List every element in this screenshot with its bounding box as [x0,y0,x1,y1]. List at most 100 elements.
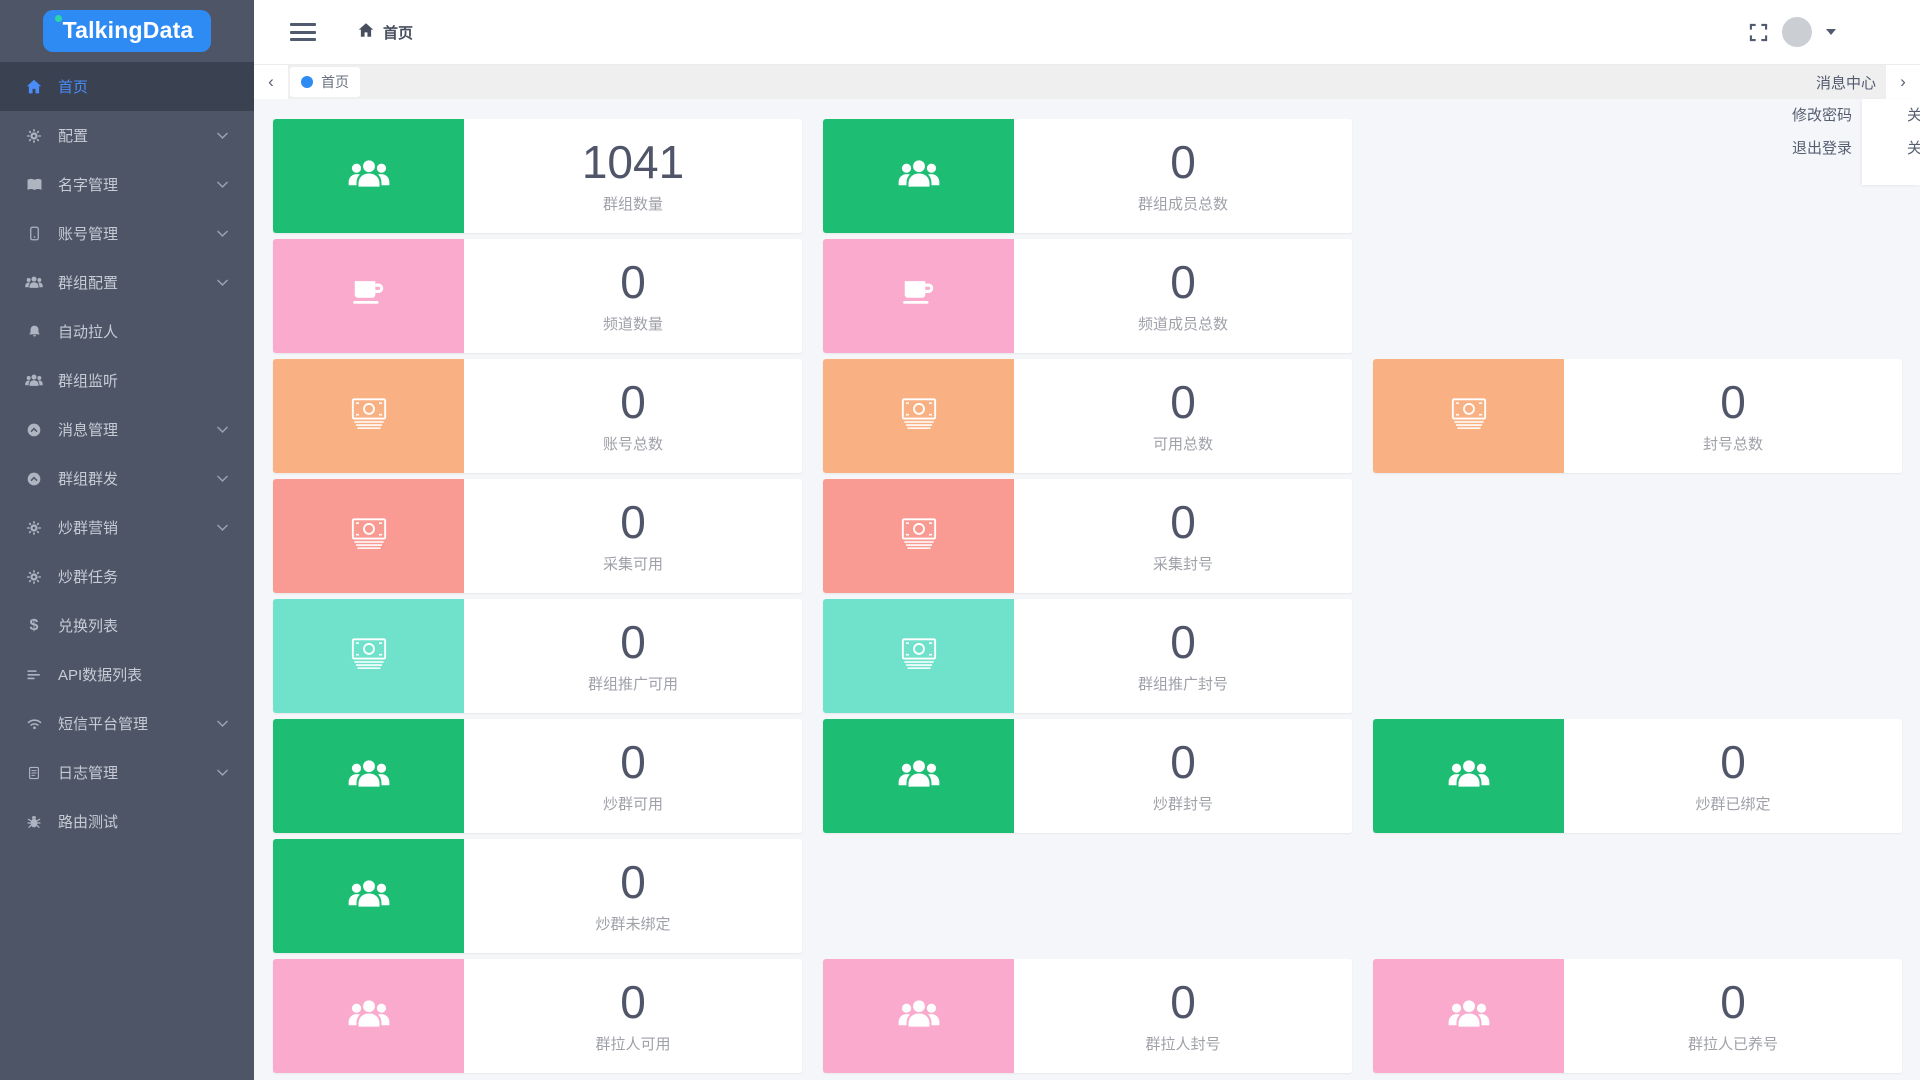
chevron-down-icon [217,181,228,188]
stat-card: 0 频道成员总数 [823,239,1352,353]
sidebar-item-label: 名字管理 [58,177,119,194]
stat-icon-panel [823,719,1014,833]
sidebar-item-msgcircle-8[interactable]: 群组群发 [0,454,254,503]
stat-label: 炒群已绑定 [1695,796,1771,814]
stat-value: 0 [1170,975,1196,1028]
stat-label: 群组推广可用 [587,676,678,694]
book-icon [25,176,43,194]
stat-card: 1041 群组数量 [273,119,802,233]
stat-card: 0 群拉人可用 [273,959,802,1073]
stat-value: 0 [620,495,646,548]
stat-card: 0 采集封号 [823,479,1352,593]
stat-card: 0 频道数量 [273,239,802,353]
menu-item-change-password[interactable]: 修改密码 [1791,107,1852,124]
sidebar-item-users-6[interactable]: 群组监听 [0,356,254,405]
sidebar-item-gear-9[interactable]: 炒群营销 [0,503,254,552]
mobile-icon [25,225,43,243]
stat-label: 频道数量 [602,316,663,334]
menu-item-message-center[interactable]: 消息中心 [1815,74,1876,92]
sidebar-item-mobile-3[interactable]: 账号管理 [0,209,254,258]
menu-item-logout[interactable]: 退出登录 [1791,140,1852,157]
tab-scroll-left-button[interactable]: ‹ [254,65,288,99]
sidebar-menu: 首页配置名字管理账号管理群组配置自动拉人群组监听消息管理群组群发 炒群营销 炒群任务… [0,62,254,846]
log-icon [25,764,43,782]
sidebar-item-home-0[interactable]: 首页 [0,62,254,111]
money-icon [1449,397,1489,436]
hamburger-menu-icon[interactable] [290,23,316,41]
avatar[interactable] [1782,17,1812,47]
stat-icon-panel [1373,359,1564,473]
money-icon [899,517,939,556]
stat-card: 0 群组推广可用 [273,599,802,713]
stat-value: 0 [1720,735,1746,788]
sidebar-item-label: 日志管理 [58,765,119,782]
sidebar-item-log-14[interactable]: 日志管理 [0,748,254,797]
sidebar: TalkingData 首页配置名字管理账号管理群组配置自动拉人群组监听消息管理… [0,0,254,1080]
stat-value: 0 [1170,135,1196,188]
sidebar-item-bug-15[interactable]: 路由测试 [0,797,254,846]
sidebar-item-msgcircle-7[interactable]: 消息管理 [0,405,254,454]
stat-label: 账号总数 [602,436,663,454]
tabbar-spacer [360,65,1816,99]
sidebar-item-label: 配置 [58,128,89,145]
stat-value: 0 [1170,735,1196,788]
stat-card-body: 0 群拉人已养号 [1564,959,1902,1073]
tab-scroll-right-button[interactable]: › [1886,65,1920,99]
stat-icon-panel [273,959,464,1073]
users-icon [898,759,940,793]
breadcrumb[interactable]: 首页 [358,22,413,43]
stat-card: 0 账号总数 [273,359,802,473]
stat-value: 0 [1170,255,1196,308]
topbar-right [1749,17,1920,47]
stat-icon-panel [273,479,464,593]
sidebar-item-gear-1[interactable]: 配置 [0,111,254,160]
tabbar: ‹ 首页 消息中心 › [254,65,1920,99]
home-icon [358,22,374,42]
gear-icon [25,568,43,586]
coffee-icon [900,278,938,315]
bell-icon [25,323,43,341]
sidebar-item-users-4[interactable]: 群组配置 [0,258,254,307]
logo-dot-icon [54,15,62,22]
sidebar-item-gear-10[interactable]: 炒群任务 [0,552,254,601]
msgcircle-icon [25,421,43,439]
sidebar-item-label: 消息管理 [58,422,119,439]
tab-home[interactable]: 首页 [290,67,360,97]
clipped-menu-item[interactable]: 关 [1907,107,1920,124]
stat-label: 群拉人已养号 [1687,1036,1778,1054]
stat-icon-panel [273,599,464,713]
money-icon [349,517,389,556]
sidebar-item-list-12[interactable]: API数据列表 [0,650,254,699]
sidebar-item-dollar-11[interactable]: $ 兑换列表 [0,601,254,650]
sidebar-item-bell-5[interactable]: 自动拉人 [0,307,254,356]
sidebar-item-book-2[interactable]: 名字管理 [0,160,254,209]
gear-icon [25,127,43,145]
stat-card: 0 群组成员总数 [823,119,1352,233]
stat-card: 0 群拉人已养号 [1373,959,1902,1073]
stat-label: 群拉人可用 [595,1036,671,1054]
stat-card-body: 0 采集可用 [464,479,802,593]
users-icon [348,879,390,913]
logo[interactable]: TalkingData [42,10,212,52]
stat-card: 0 群组推广封号 [823,599,1352,713]
stat-label: 采集封号 [1152,556,1213,574]
sidebar-item-label: 自动拉人 [58,324,119,341]
fullscreen-icon[interactable] [1749,23,1768,42]
bug-icon [25,813,43,831]
sidebar-item-label: 群组配置 [58,275,119,292]
stat-icon-panel [273,839,464,953]
clipped-menu-item[interactable]: 关 [1907,140,1920,157]
chevron-down-icon [217,132,228,139]
chevron-down-icon [217,524,228,531]
stat-value: 0 [1170,495,1196,548]
stat-value: 0 [620,615,646,668]
stat-label: 炒群未绑定 [595,916,671,934]
stat-card-body: 0 群组推广可用 [464,599,802,713]
sidebar-item-wifi-13[interactable]: 短信平台管理 [0,699,254,748]
caret-down-icon[interactable] [1826,29,1836,35]
stat-card: 0 炒群未绑定 [273,839,802,953]
stat-card-body: 0 频道数量 [464,239,802,353]
stat-value: 0 [620,735,646,788]
sidebar-item-label: API数据列表 [58,667,143,684]
stat-card-body: 0 群拉人可用 [464,959,802,1073]
